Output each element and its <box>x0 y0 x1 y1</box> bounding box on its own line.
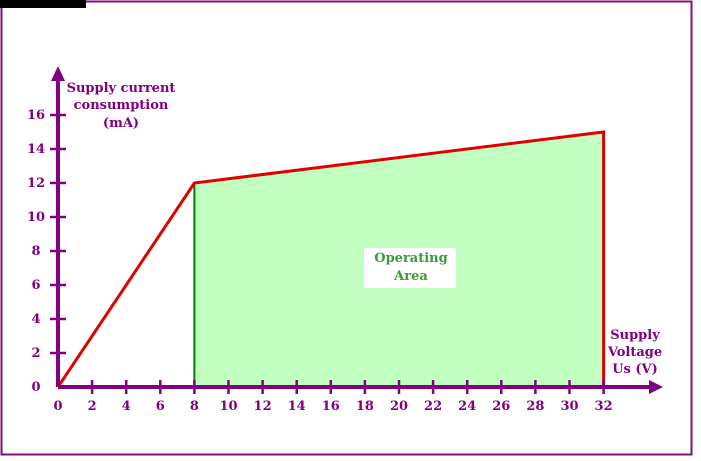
y-tick-label: 12 <box>27 176 45 191</box>
x-tick-label: 10 <box>219 399 237 414</box>
x-tick-label: 30 <box>560 399 578 414</box>
y-axis-label-line-2: consumption <box>74 98 169 113</box>
x-tick-label: 20 <box>390 399 408 414</box>
x-axis-arrowhead <box>649 380 663 394</box>
x-tick-label: 14 <box>288 399 306 414</box>
y-tick-label: 8 <box>31 244 40 259</box>
x-tick-label: 6 <box>156 399 165 414</box>
x-tick-label: 0 <box>53 399 62 414</box>
annotation-background <box>364 248 456 288</box>
x-axis-label-line-3: Us (V) <box>612 362 658 377</box>
annotation-line-1: Operating <box>374 251 447 266</box>
y-ticks: 0 2 4 6 8 10 12 14 16 <box>27 108 66 395</box>
x-tick-label: 16 <box>322 399 340 414</box>
y-tick-label: 6 <box>31 278 40 293</box>
x-tick-label: 32 <box>595 399 613 414</box>
y-tick-label: 0 <box>31 380 40 395</box>
annotation-line-2: Area <box>393 269 428 284</box>
y-tick-label: 2 <box>31 346 40 361</box>
x-ticks: 0 2 4 6 8 10 12 14 16 18 20 22 24 26 28 30 32 <box>53 380 613 414</box>
supply-current-curve <box>56 130 606 388</box>
y-axis-label-line-1: Supply current <box>67 81 176 96</box>
x-tick-label: 4 <box>122 399 131 414</box>
x-tick-label: 2 <box>88 399 97 414</box>
x-tick-label: 22 <box>424 399 442 414</box>
x-tick-label: 24 <box>458 399 476 414</box>
y-axis-label-line-3: (mA) <box>103 116 139 131</box>
x-tick-label: 12 <box>254 399 272 414</box>
x-tick-label: 18 <box>356 399 374 414</box>
corner-tab <box>0 0 86 8</box>
x-tick-label: 28 <box>526 399 544 414</box>
x-axis-label-line-1: Supply <box>610 328 660 343</box>
x-tick-label: 8 <box>190 399 199 414</box>
y-tick-label: 10 <box>27 210 45 225</box>
chart-border <box>0 0 693 456</box>
x-axis-label-line-2: Voltage <box>607 345 662 360</box>
x-axis <box>58 380 663 394</box>
y-axis <box>51 66 65 387</box>
y-tick-label: 14 <box>27 142 45 157</box>
y-tick-label: 4 <box>31 312 40 327</box>
y-tick-label: 16 <box>27 108 45 123</box>
x-tick-label: 26 <box>492 399 510 414</box>
y-axis-arrowhead <box>51 66 65 81</box>
